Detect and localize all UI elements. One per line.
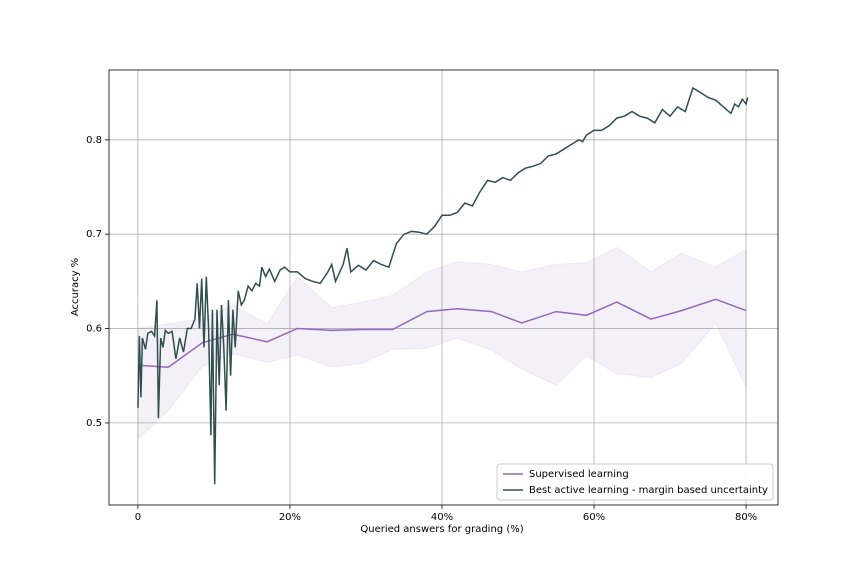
x-tick-label: 80% (735, 512, 757, 523)
legend-label: Best active learning - margin based unce… (529, 485, 768, 496)
x-axis-label: Queried answers for grading (%) (360, 524, 523, 535)
y-tick-label: 0.6 (86, 324, 102, 335)
x-tick-label: 40% (431, 512, 453, 523)
legend-label: Supervised learning (529, 469, 629, 480)
legend-box (496, 463, 774, 501)
y-tick-label: 0.8 (86, 135, 102, 146)
data-line (137, 298, 747, 368)
x-tick-label: 60% (583, 512, 605, 523)
plot-frame (108, 69, 779, 506)
y-tick-label: 0.7 (86, 229, 102, 240)
y-tick-label: 0.5 (86, 418, 102, 429)
x-tick-label: 0 (135, 512, 141, 523)
y-axis-label: Accuracy % (70, 258, 81, 316)
data-line (137, 86, 749, 485)
confidence-band (137, 246, 747, 441)
x-tick-label: 20% (279, 512, 301, 523)
